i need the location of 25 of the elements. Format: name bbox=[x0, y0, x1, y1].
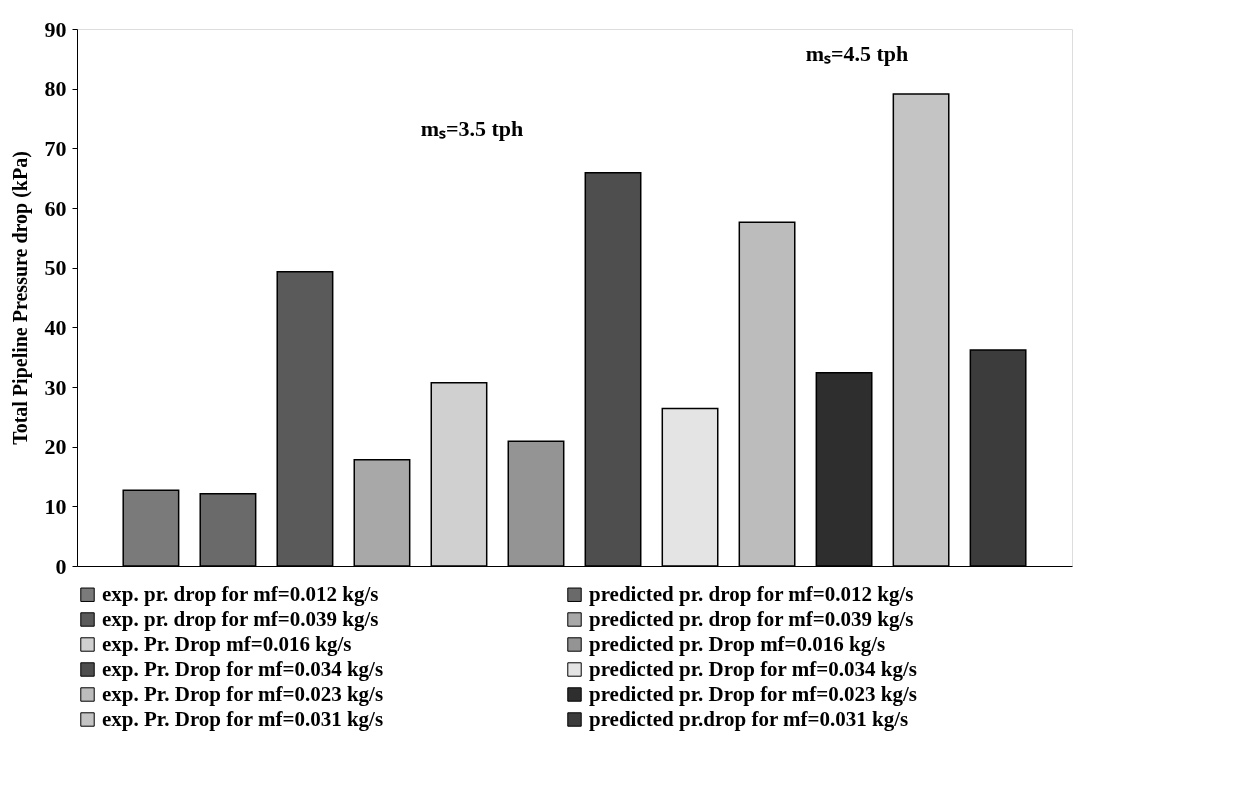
y-tick-label: 10 bbox=[44, 493, 67, 519]
legend-label: predicted pr. Drop for mf=0.034 kg/s bbox=[589, 656, 917, 681]
legend-label: predicted pr. Drop mf=0.016 kg/s bbox=[589, 631, 886, 656]
y-tick-label: 70 bbox=[44, 135, 67, 161]
y-tick-label: 90 bbox=[44, 16, 67, 42]
y-tick-label: 30 bbox=[44, 374, 67, 400]
y-tick-label: 20 bbox=[44, 434, 67, 460]
annotation: mₛ=3.5 tph bbox=[420, 116, 524, 141]
legend-label: predicted pr.drop for mf=0.031 kg/s bbox=[589, 706, 909, 731]
y-tick-label: 40 bbox=[44, 314, 67, 340]
legend-label: predicted pr. drop for mf=0.012 kg/s bbox=[589, 581, 914, 606]
legend-label: exp. Pr. Drop for mf=0.023 kg/s bbox=[102, 681, 384, 706]
legend-label: exp. Pr. Drop for mf=0.031 kg/s bbox=[102, 706, 384, 731]
y-tick-label: 80 bbox=[44, 76, 67, 102]
y-axis-title: Total Pipeline Pressure drop (kPa) bbox=[8, 151, 32, 445]
y-tick-label: 0 bbox=[55, 553, 67, 579]
y-tick-label: 60 bbox=[44, 195, 67, 221]
legend-label: exp. pr. drop for mf=0.039 kg/s bbox=[102, 606, 379, 631]
legend-label: exp. Pr. Drop for mf=0.034 kg/s bbox=[102, 656, 384, 681]
annotation: mₛ=4.5 tph bbox=[805, 41, 909, 66]
legend-label: exp. pr. drop for mf=0.012 kg/s bbox=[102, 581, 379, 606]
legend-label: exp. Pr. Drop mf=0.016 kg/s bbox=[102, 631, 352, 656]
legend-label: predicted pr. Drop for mf=0.023 kg/s bbox=[589, 681, 917, 706]
legend-label: predicted pr. drop for mf=0.039 kg/s bbox=[589, 606, 914, 631]
y-tick-label: 50 bbox=[44, 255, 67, 281]
